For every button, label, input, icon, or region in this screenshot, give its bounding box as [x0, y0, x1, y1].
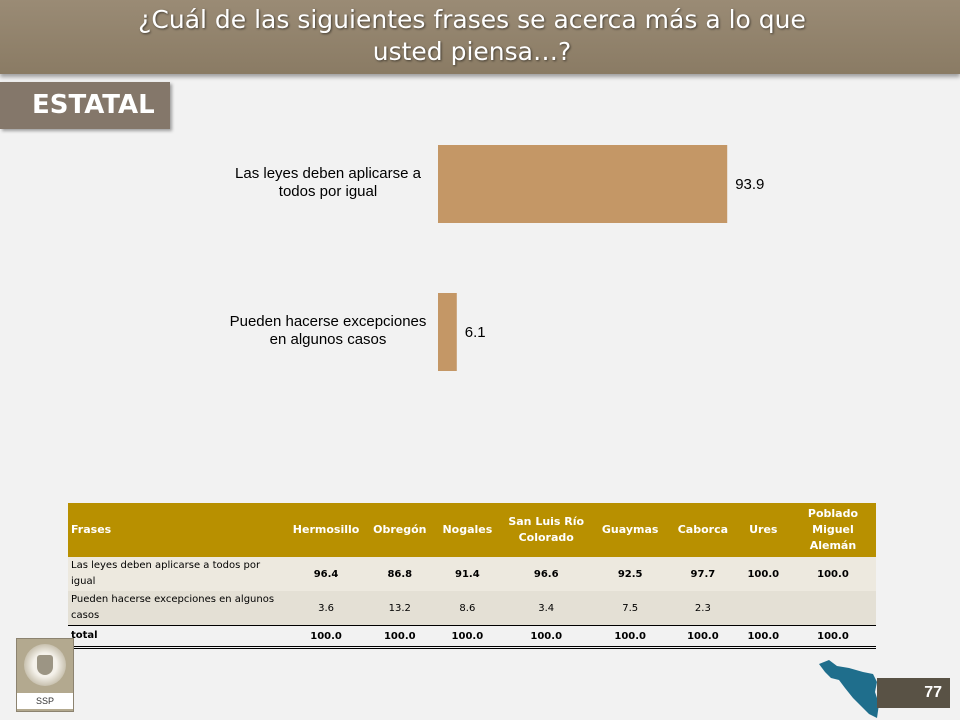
col-header-6: Caborca: [669, 503, 737, 557]
table-cell: 2.3: [669, 591, 737, 626]
logo-text: SSP: [17, 693, 73, 709]
value-label-1: 6.1: [465, 324, 486, 341]
col-header-3: Nogales: [433, 503, 502, 557]
table-cell: 96.4: [286, 557, 366, 591]
table-cell: 100.0: [669, 625, 737, 649]
row-label: Pueden hacerse excepciones en algunos ca…: [68, 591, 287, 626]
row-label: Las leyes deben aplicarse a todos por ig…: [68, 557, 287, 591]
ssp-logo: SSP: [16, 638, 74, 712]
table-cell: 97.7: [669, 557, 737, 591]
slide-title: ¿Cuál de las siguientes frases se acerca…: [0, 4, 944, 68]
col-header-5: Guaymas: [591, 503, 670, 557]
title-line-2: usted piensa…?: [372, 37, 572, 66]
sonora-map-icon: [819, 660, 879, 718]
bar-1: [438, 293, 457, 371]
table-cell: 92.5: [591, 557, 670, 591]
page-number: 77: [877, 678, 950, 708]
row-label: total: [68, 625, 287, 649]
table-row: Pueden hacerse excepciones en algunos ca…: [68, 591, 876, 626]
section-tag: ESTATAL: [0, 82, 170, 129]
category-label-0-line-0: Las leyes deben aplicarse a: [235, 165, 422, 182]
table-cell: 3.4: [501, 591, 592, 626]
col-header-8: Poblado Miguel Alemán: [789, 503, 876, 557]
col-header-0: Frases: [68, 503, 287, 557]
category-label-0-line-1: todos por igual: [279, 183, 377, 200]
table-cell: 100.0: [789, 625, 876, 649]
table-header-row: Frases Hermosillo Obregón Nogales San Luis R…: [68, 503, 876, 557]
table-cell: 100.0: [433, 625, 502, 649]
table-cell: 8.6: [433, 591, 502, 626]
table-cell: 3.6: [286, 591, 366, 626]
col-header-4: San Luis Río Colorado: [501, 503, 592, 557]
table-cell: 100.0: [591, 625, 670, 649]
table-cell: 100.0: [366, 625, 434, 649]
table-cell: [789, 591, 876, 626]
results-table: Frases Hermosillo Obregón Nogales San Luis R…: [68, 503, 876, 649]
table-cell: 7.5: [591, 591, 670, 626]
table-cell: 100.0: [736, 625, 790, 649]
table-cell: 100.0: [286, 625, 366, 649]
seal-icon: [24, 644, 66, 686]
category-label-1-line-0: Pueden hacerse excepciones: [230, 313, 427, 330]
title-bar: ¿Cuál de las siguientes frases se acerca…: [0, 0, 960, 74]
table-cell: [736, 591, 790, 626]
table-row: Las leyes deben aplicarse a todos por ig…: [68, 557, 876, 591]
col-header-7: Ures: [736, 503, 790, 557]
table-cell: 91.4: [433, 557, 502, 591]
value-label-0: 93.9: [735, 176, 764, 193]
table-cell: 96.6: [501, 557, 592, 591]
table-cell: 86.8: [366, 557, 434, 591]
page-number-text: 77: [924, 684, 942, 701]
col-header-2: Obregón: [366, 503, 434, 557]
table-cell: 13.2: [366, 591, 434, 626]
title-line-1: ¿Cuál de las siguientes frases se acerca…: [138, 5, 806, 34]
table-cell: 100.0: [501, 625, 592, 649]
total-row: total 100.0 100.0 100.0 100.0 100.0 100.0 100.0…: [68, 625, 876, 649]
bar-0: [438, 145, 728, 223]
table-cell: 100.0: [736, 557, 790, 591]
table-cell: 100.0: [789, 557, 876, 591]
category-label-1-line-1: en algunos casos: [270, 331, 387, 348]
col-header-1: Hermosillo: [286, 503, 366, 557]
